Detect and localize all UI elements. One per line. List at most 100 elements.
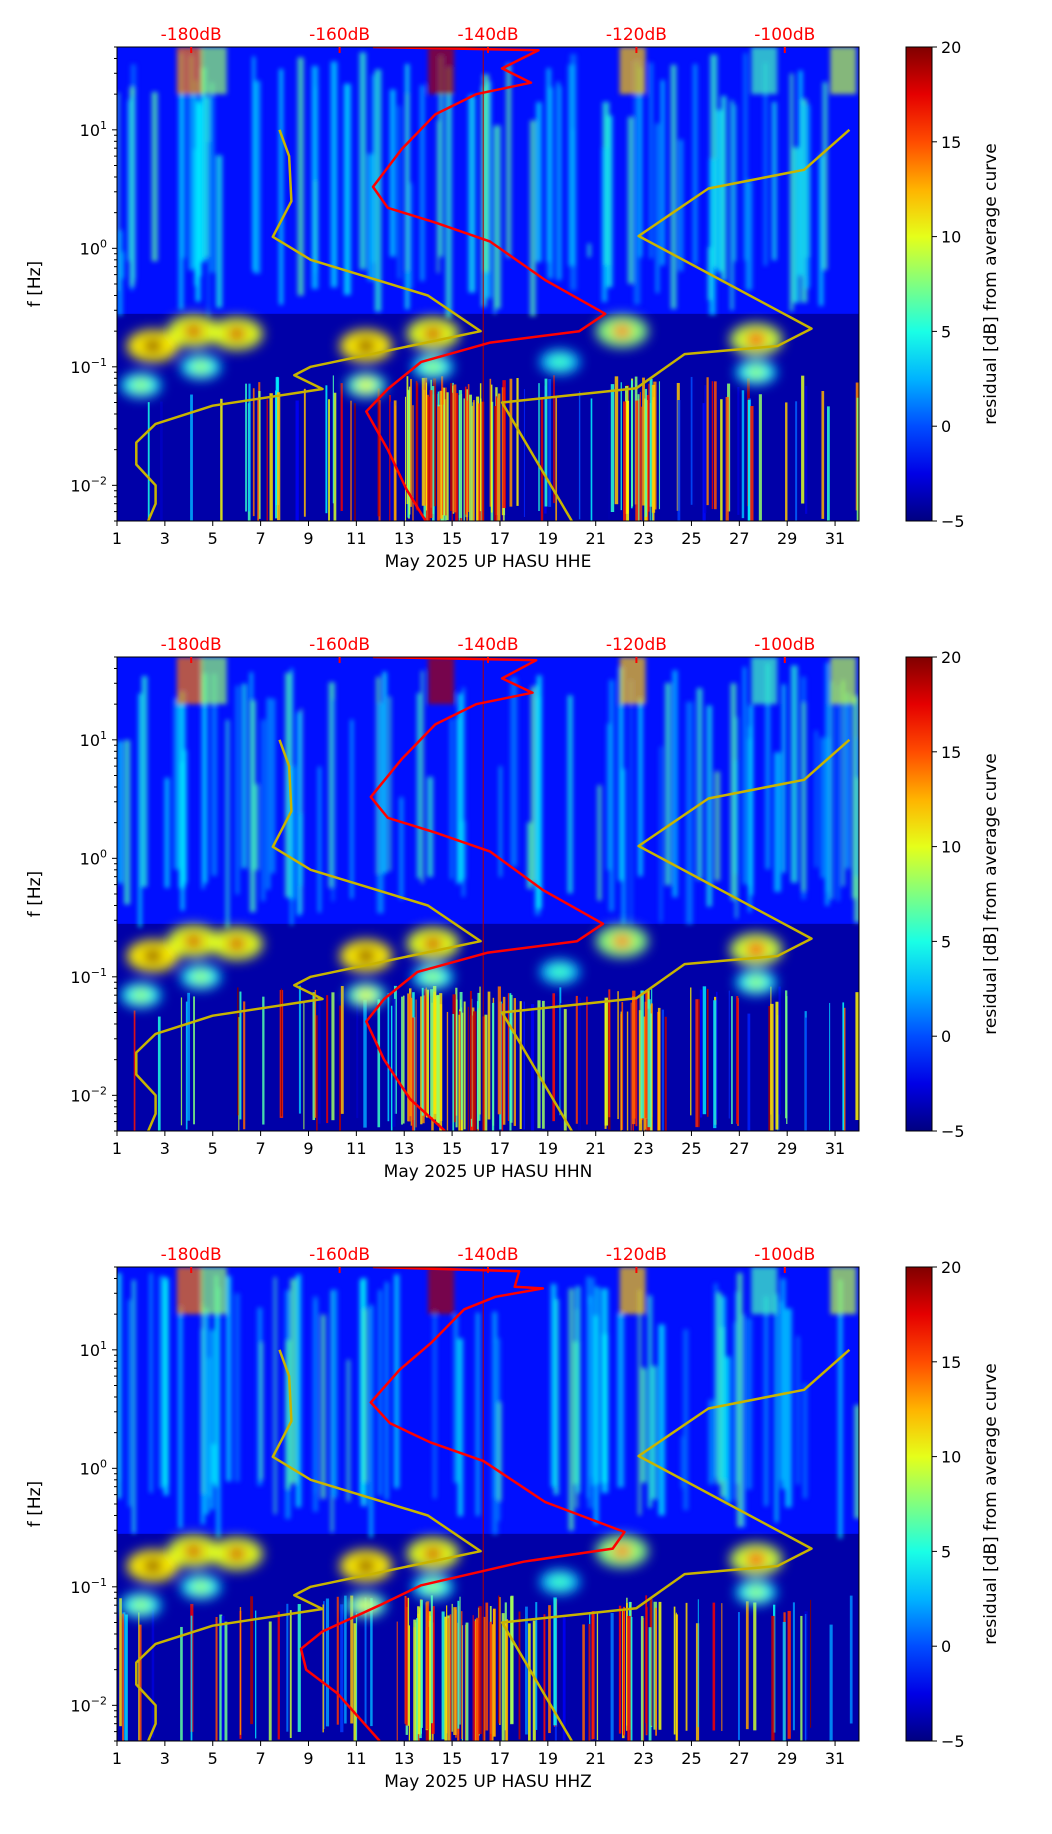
nlnm-curve xyxy=(135,1349,482,1741)
spectrogram-streak xyxy=(141,676,148,888)
spectrogram-streak xyxy=(544,378,548,507)
spectrogram-streak xyxy=(502,996,506,1125)
spectrogram-streak xyxy=(273,1277,277,1515)
nlnm-curve xyxy=(135,739,482,1131)
spectrogram-streak xyxy=(518,1611,521,1740)
colorbar-tick-label: 15 xyxy=(941,1353,961,1372)
hotspot xyxy=(226,936,247,951)
spectrogram-streak xyxy=(854,1405,859,1519)
spectrogram-streak xyxy=(428,47,455,95)
spectrogram-streak xyxy=(787,1610,791,1739)
spectrogram-streak xyxy=(138,693,142,928)
hotspot xyxy=(355,338,376,353)
spectrogram-streak xyxy=(708,1399,714,1485)
spectrogram-streak xyxy=(607,391,611,520)
x-tick-label: 29 xyxy=(777,1749,797,1768)
spectrogram-streak xyxy=(501,1613,505,1741)
spectrogram-streak xyxy=(340,383,343,511)
top-axis-label: -140dB xyxy=(457,1245,518,1265)
spectrogram-streak xyxy=(830,657,857,705)
spectrogram-streak xyxy=(751,1267,778,1315)
spectrogram-streak xyxy=(803,1383,808,1499)
spectrogram-streak xyxy=(219,1614,223,1741)
spectrogram-streak xyxy=(428,1267,455,1315)
spectrogram-streak xyxy=(210,1444,218,1484)
spectrogram-streak xyxy=(782,1621,786,1741)
spectrogram-streak xyxy=(415,380,418,509)
spectrogram-streak xyxy=(737,386,740,515)
spectrogram-streak xyxy=(620,1011,622,1131)
hotspot xyxy=(612,934,633,949)
y-tick-base: 10 xyxy=(80,121,100,140)
spectrogram-streak xyxy=(627,116,634,284)
spectrogram-streak xyxy=(382,671,387,874)
x-tick-label: 9 xyxy=(303,1139,313,1158)
spectrogram-streak xyxy=(331,699,335,902)
spectrogram-streak xyxy=(499,1597,501,1725)
spectrogram-streak xyxy=(765,663,770,870)
spectrogram-streak xyxy=(695,999,699,1128)
x-tick-label: 7 xyxy=(256,1139,266,1158)
spectrogram-streak xyxy=(330,61,338,288)
spectrogram-streak xyxy=(415,999,417,1128)
spectrogram-streak xyxy=(621,768,626,925)
spectrogram-streak xyxy=(407,1597,410,1726)
top-axis-label: -140dB xyxy=(457,635,518,655)
spectrogram-streak xyxy=(344,1595,347,1724)
spectrogram-streak xyxy=(163,1277,169,1496)
spectrogram-streak xyxy=(820,737,824,879)
spectrogram-streak xyxy=(262,996,265,1125)
spectrogram-streak xyxy=(489,1621,492,1741)
spectrogram-streak xyxy=(619,1267,646,1315)
x-tick-label: 21 xyxy=(586,1749,606,1768)
spectrogram-streak xyxy=(618,667,624,881)
spectrogram-streak xyxy=(702,986,707,1115)
x-tick-label: 13 xyxy=(394,1139,414,1158)
spectrogram-streak xyxy=(849,1595,853,1724)
spectrogram-streak xyxy=(805,1017,807,1131)
spectrogram-streak xyxy=(536,102,542,262)
spectrogram-streak xyxy=(463,1001,466,1130)
spectrogram-streak xyxy=(775,1001,779,1130)
spectrogram-streak xyxy=(404,396,406,521)
spectrogram-streak xyxy=(416,1618,418,1741)
nhnm-curve xyxy=(500,1348,851,1741)
spectrogram-streak xyxy=(455,393,459,521)
spectrogram-streak xyxy=(536,675,542,909)
spectrogram-streak xyxy=(303,1001,305,1130)
spectrogram-streak xyxy=(596,1612,599,1741)
spectrogram-streak xyxy=(374,69,382,312)
spectrogram-streak xyxy=(226,1275,232,1482)
x-tick-label: 27 xyxy=(729,1139,749,1158)
spectrogram-streak xyxy=(743,53,748,261)
spectrogram-streak xyxy=(803,104,811,289)
spectrogram-streak xyxy=(176,1267,203,1315)
spectrogram-streak xyxy=(420,1600,423,1728)
spectrogram-streak xyxy=(532,1620,536,1741)
spectrogram-streak xyxy=(257,1307,263,1486)
hotspot xyxy=(422,1546,443,1561)
spectrogram-streak xyxy=(489,378,492,507)
top-axis-label: -180dB xyxy=(161,635,222,655)
spectrogram-streak xyxy=(133,1010,136,1131)
hotspot xyxy=(422,936,443,951)
spectrogram-streak xyxy=(138,1624,142,1741)
spectrogram-streak xyxy=(207,141,210,318)
spectrogram-streak xyxy=(377,388,380,517)
spectrogram-streak xyxy=(457,1600,460,1729)
x-tick-label: 5 xyxy=(208,1139,218,1158)
spectrogram-streak xyxy=(681,1436,684,1489)
spectrogram-streak xyxy=(158,1275,166,1489)
spectrogram-streak xyxy=(525,1606,528,1735)
spectrogram-streak xyxy=(640,1616,644,1741)
spectrogram-streak xyxy=(125,1614,128,1741)
y-tick-exponent: −2 xyxy=(91,1694,107,1707)
spectrogram-streak xyxy=(478,1606,482,1735)
spectrogram-streak xyxy=(295,1274,302,1508)
spectrogram-streak xyxy=(314,180,317,263)
spectrogram-streak xyxy=(202,1308,210,1515)
spectrogram-streak xyxy=(446,392,449,521)
hotspot xyxy=(142,338,163,353)
spectrogram-streak xyxy=(420,85,425,281)
hotspot xyxy=(422,969,443,984)
